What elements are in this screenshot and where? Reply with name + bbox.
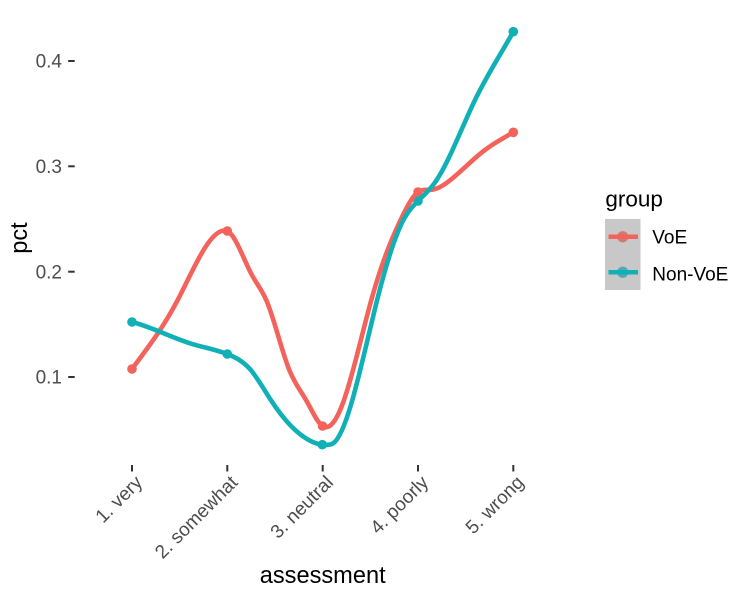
svg-text:0.2: 0.2	[36, 262, 62, 283]
svg-text:group: group	[605, 187, 663, 212]
svg-text:VoE: VoE	[652, 228, 687, 249]
svg-text:0.3: 0.3	[36, 157, 62, 178]
svg-text:assessment: assessment	[260, 563, 386, 589]
svg-text:3. neutral: 3. neutral	[267, 472, 338, 543]
svg-text:4. poorly: 4. poorly	[367, 472, 434, 539]
svg-text:1. very: 1. very	[92, 472, 148, 528]
svg-text:0.4: 0.4	[36, 52, 63, 73]
svg-text:0.1: 0.1	[36, 368, 62, 389]
svg-text:5. wrong: 5. wrong	[462, 472, 528, 538]
svg-text:Non-VoE: Non-VoE	[652, 264, 728, 285]
svg-text:2. somewhat: 2. somewhat	[151, 472, 243, 564]
svg-text:pct: pct	[7, 222, 33, 254]
